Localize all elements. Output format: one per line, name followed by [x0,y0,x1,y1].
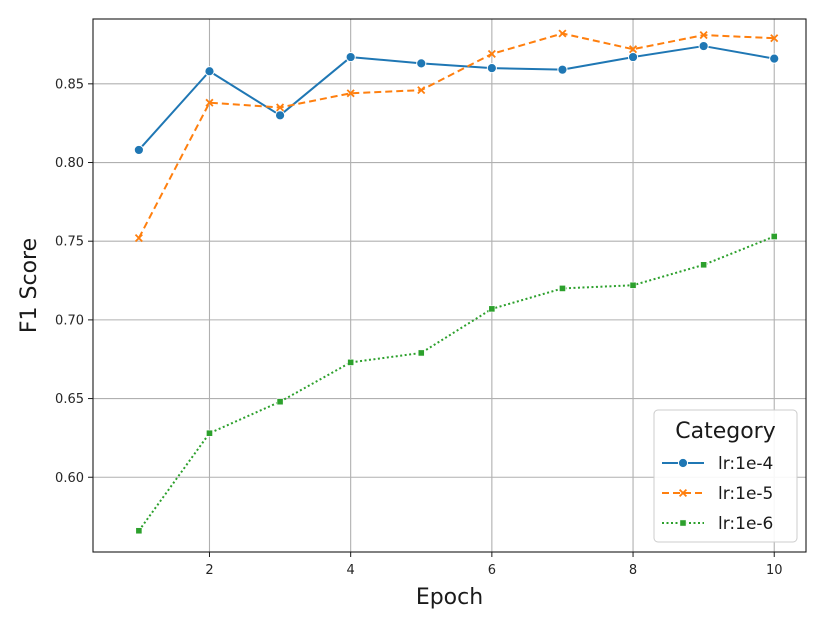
legend-marker [679,519,687,527]
legend-label: lr:1e-5 [718,484,773,504]
series-line [138,235,775,532]
data-point [699,31,708,40]
plot-area-frame [92,18,807,553]
data-point [347,358,355,366]
data-point [205,98,214,107]
data-point [700,261,708,269]
legend-label: lr:1e-4 [718,454,773,474]
legend-marker [678,488,688,498]
x-tick-label: 6 [488,563,496,578]
x-tick-label: 10 [766,563,783,578]
plot-series [133,29,780,535]
y-tick-label: 0.80 [55,156,84,171]
data-point [416,58,427,69]
legend-entry-1: lr:1e-5 [662,484,773,504]
legend-entry-0: lr:1e-4 [662,454,773,474]
axis-ticks: 2 4 6 8 10 0.60 0.65 0.70 0.75 0.80 0.85 [55,77,782,578]
legend-frame [653,409,798,543]
data-point [134,234,143,243]
y-tick-label: 0.60 [55,471,84,486]
data-point [346,89,355,98]
data-point [627,51,639,63]
data-point [345,51,356,63]
x-tick-label: 4 [347,563,355,578]
data-point [629,45,638,54]
data-point [559,285,566,292]
series-line [138,45,775,151]
data-point [274,110,286,121]
y-tick-label: 0.75 [55,235,84,250]
series-2 [135,233,778,535]
legend-entry-2: lr:1e-6 [662,514,773,534]
data-point [698,40,709,52]
data-point [629,281,637,289]
data-point [488,305,496,313]
data-point [135,527,143,535]
legend: Category lr:1e-4 lr:1e-5 lr:1e-6 [653,409,798,543]
data-point [276,398,284,406]
legend-marker [677,457,689,469]
data-point [206,429,213,437]
grid-lines [93,19,806,552]
data-point [770,34,779,43]
x-tick-label: 2 [205,563,213,578]
series-line [138,32,775,239]
data-point [487,49,496,58]
legend-title: Category [675,419,776,444]
y-tick-label: 0.65 [55,392,84,407]
series-1 [134,29,779,243]
x-axis-label: Epoch [416,585,483,610]
x-tick-label: 8 [629,563,637,578]
data-point [769,53,780,64]
data-point [417,86,426,95]
y-axis-label: F1 Score [17,238,42,333]
data-point [486,62,497,74]
data-point [557,64,568,75]
y-tick-label: 0.70 [55,313,84,328]
data-point [276,103,285,112]
data-point [204,66,215,77]
data-point [133,144,144,156]
y-tick-label: 0.85 [55,77,84,92]
series-0 [133,40,780,156]
data-point [770,233,778,240]
legend-label: lr:1e-6 [718,514,773,534]
data-point [558,29,567,38]
data-point [417,349,425,357]
